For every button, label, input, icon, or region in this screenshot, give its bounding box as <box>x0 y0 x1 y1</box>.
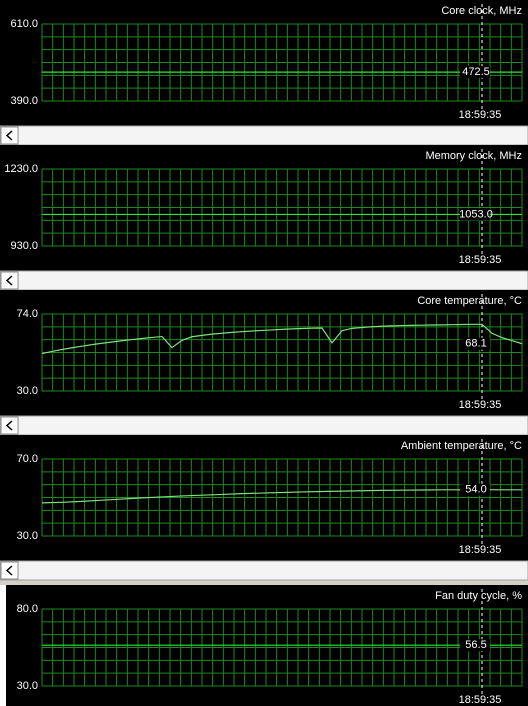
series-line <box>41 489 522 504</box>
time-label: 18:59:35 <box>459 694 502 706</box>
value-label-background <box>460 483 490 496</box>
value-label-background <box>460 66 490 79</box>
scrollbar[interactable] <box>0 125 528 146</box>
scroll-left-button[interactable] <box>0 271 19 290</box>
panel-title: Ambient temperature, °C <box>401 440 522 452</box>
y-tick-label: 30.0 <box>17 385 38 397</box>
y-tick-label: 30.0 <box>17 680 38 692</box>
y-tick-label: 74.0 <box>17 308 38 320</box>
current-value-label: 472.5 <box>462 66 490 78</box>
y-tick-label: 1230.0 <box>4 163 38 175</box>
scrollbar[interactable] <box>0 270 528 291</box>
time-label-background <box>456 694 504 706</box>
time-label: 18:59:35 <box>459 254 502 266</box>
panel-title: Core clock, MHz <box>441 5 522 17</box>
value-label-background <box>460 337 490 350</box>
y-tick-label: 30.0 <box>17 530 38 542</box>
scroll-left-arrow <box>5 130 13 141</box>
y-tick-label: 70.0 <box>17 453 38 465</box>
series-line <box>41 323 523 355</box>
y-tick-label: 610.0 <box>10 18 38 30</box>
y-tick-label: 390.0 <box>10 95 38 107</box>
y-tick-label: 930.0 <box>10 240 38 252</box>
panel-title: Core temperature, °C <box>417 295 522 307</box>
value-label-background <box>460 208 490 221</box>
panel-title: Memory clock, MHz <box>425 150 522 162</box>
time-label: 18:59:35 <box>459 399 502 411</box>
panel-title: Fan duty cycle, % <box>435 590 522 602</box>
scroll-left-button[interactable] <box>0 561 19 580</box>
scroll-left-arrow <box>5 275 13 286</box>
time-label-background <box>456 109 504 121</box>
scroll-left-button[interactable] <box>0 126 19 145</box>
current-value-label: 54.0 <box>465 484 486 496</box>
current-value-label: 56.5 <box>465 639 486 651</box>
panel-edge <box>0 585 6 706</box>
time-label: 18:59:35 <box>459 109 502 121</box>
current-value-label: 68.1 <box>465 338 486 350</box>
time-label-background <box>456 399 504 411</box>
scroll-left-button[interactable] <box>0 416 19 435</box>
y-tick-label: 80.0 <box>17 603 38 615</box>
scroll-left-arrow <box>5 565 13 576</box>
scrollbar[interactable] <box>0 560 528 581</box>
time-label: 18:59:35 <box>459 544 502 556</box>
scroll-left-arrow <box>5 420 13 431</box>
time-label-background <box>456 254 504 266</box>
current-value-label: 1053.0 <box>459 208 493 220</box>
time-label-background <box>456 544 504 556</box>
value-label-background <box>460 639 490 652</box>
scrollbar[interactable] <box>0 415 528 436</box>
